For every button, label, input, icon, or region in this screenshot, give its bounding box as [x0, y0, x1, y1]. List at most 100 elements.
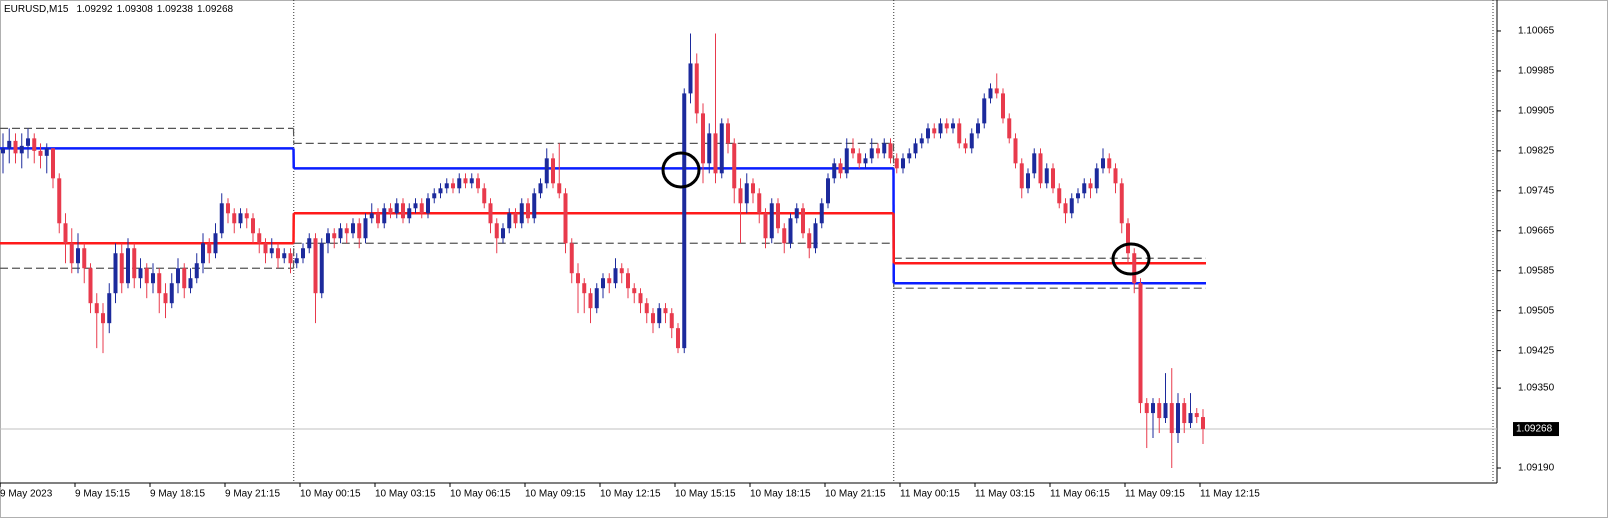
- candle-body: [482, 188, 487, 204]
- candle-body: [819, 203, 824, 224]
- current-price-label: 1.09268: [1516, 424, 1553, 435]
- x-tick-label: 10 May 18:15: [750, 489, 811, 500]
- candle-body: [994, 88, 999, 94]
- candle-body: [207, 243, 212, 254]
- candle-body: [988, 88, 993, 99]
- candle-body: [1044, 168, 1049, 184]
- annotation-circle: [661, 151, 701, 189]
- candle-body: [557, 183, 562, 194]
- candle-body: [226, 203, 230, 214]
- candle-body: [438, 188, 443, 194]
- candle-body: [363, 218, 368, 239]
- candle-body: [663, 308, 668, 314]
- candle-body: [582, 283, 587, 294]
- candle-body: [1069, 198, 1074, 214]
- x-tick-label: 11 May 03:15: [975, 489, 1035, 500]
- y-tick-label: 1.09825: [1518, 145, 1555, 156]
- candle-body: [63, 223, 68, 244]
- candle-body: [907, 153, 912, 159]
- candle-body: [694, 63, 699, 114]
- candle-body: [969, 133, 974, 149]
- y-tick-label: 1.09905: [1518, 106, 1555, 117]
- candle-body: [838, 163, 843, 174]
- candle-body: [163, 293, 168, 304]
- candle-body: [394, 203, 399, 214]
- candle-body: [588, 293, 593, 309]
- candle-body: [844, 148, 849, 174]
- annotation-circle: [1111, 242, 1151, 276]
- candle-body: [57, 178, 62, 224]
- candle-body: [188, 278, 193, 289]
- chart-header: EURUSD,M15 1.09292 1.09308 1.09238 1.09268: [4, 4, 234, 15]
- candle-body: [563, 193, 568, 244]
- candle-body: [926, 128, 930, 139]
- candle-body: [913, 143, 918, 154]
- candle-body: [876, 148, 880, 154]
- candle-body: [707, 133, 712, 164]
- candle-body: [794, 208, 799, 219]
- x-tick-label: 11 May 09:15: [1125, 489, 1185, 500]
- candle-body: [851, 148, 855, 154]
- candle-body: [519, 203, 524, 224]
- candle-body: [1188, 413, 1193, 424]
- candle-body: [632, 288, 637, 294]
- candle-body: [1144, 403, 1149, 414]
- candle-body: [1101, 158, 1105, 169]
- candle-body: [901, 158, 905, 169]
- x-tick-label: 9 May 21:15: [225, 489, 280, 500]
- candle-body: [301, 248, 305, 259]
- current-price-tag: [1513, 422, 1559, 437]
- candle-body: [94, 303, 99, 314]
- candle-body: [807, 233, 812, 249]
- candle-body: [132, 248, 137, 279]
- candle-body: [894, 158, 899, 169]
- close-value: 1.09268: [197, 4, 234, 15]
- candle-body: [282, 253, 287, 259]
- candle-body: [426, 198, 430, 214]
- candle-body: [888, 143, 893, 159]
- candle-body: [951, 123, 955, 129]
- candle-body: [32, 138, 37, 151]
- candle-body: [69, 243, 74, 264]
- candle-body: [1169, 403, 1174, 434]
- candle-body: [169, 283, 174, 304]
- candle-body: [1094, 168, 1099, 189]
- candle-body: [1038, 153, 1043, 184]
- candle-body: [1201, 417, 1205, 430]
- candle-body: [869, 148, 874, 159]
- candle-body: [488, 203, 493, 224]
- candle-body: [782, 228, 787, 244]
- candle-body: [676, 328, 680, 349]
- candle-body: [932, 128, 937, 134]
- symbol: EURUSD,M15: [4, 4, 69, 15]
- candle-body: [613, 268, 618, 284]
- candle-body: [669, 313, 674, 329]
- candle-body: [882, 143, 887, 154]
- candle-body: [469, 178, 474, 184]
- candle-body: [982, 98, 987, 124]
- candle-body: [526, 203, 530, 219]
- candle-body: [113, 253, 118, 294]
- candle-body: [338, 228, 343, 239]
- candle-body: [1151, 403, 1155, 414]
- candle-body: [232, 213, 237, 224]
- candle-body: [463, 178, 468, 184]
- candle-body: [144, 268, 149, 284]
- y-tick-label: 1.09505: [1518, 305, 1555, 316]
- candle-body: [544, 158, 549, 184]
- candle-body: [501, 228, 505, 239]
- candle-body: [538, 183, 543, 194]
- candle-body: [507, 213, 512, 229]
- candle-body: [201, 243, 205, 264]
- candle-body: [738, 188, 743, 204]
- candle-body: [1163, 403, 1168, 419]
- candle-body: [594, 288, 599, 309]
- candle-body: [1119, 183, 1124, 224]
- candle-body: [1007, 118, 1012, 139]
- high-value: 1.09308: [117, 4, 154, 15]
- candle-body: [763, 213, 768, 239]
- candle-body: [413, 203, 418, 209]
- candle-body: [1, 148, 5, 154]
- candle-body: [213, 233, 218, 254]
- candle-body: [176, 268, 180, 284]
